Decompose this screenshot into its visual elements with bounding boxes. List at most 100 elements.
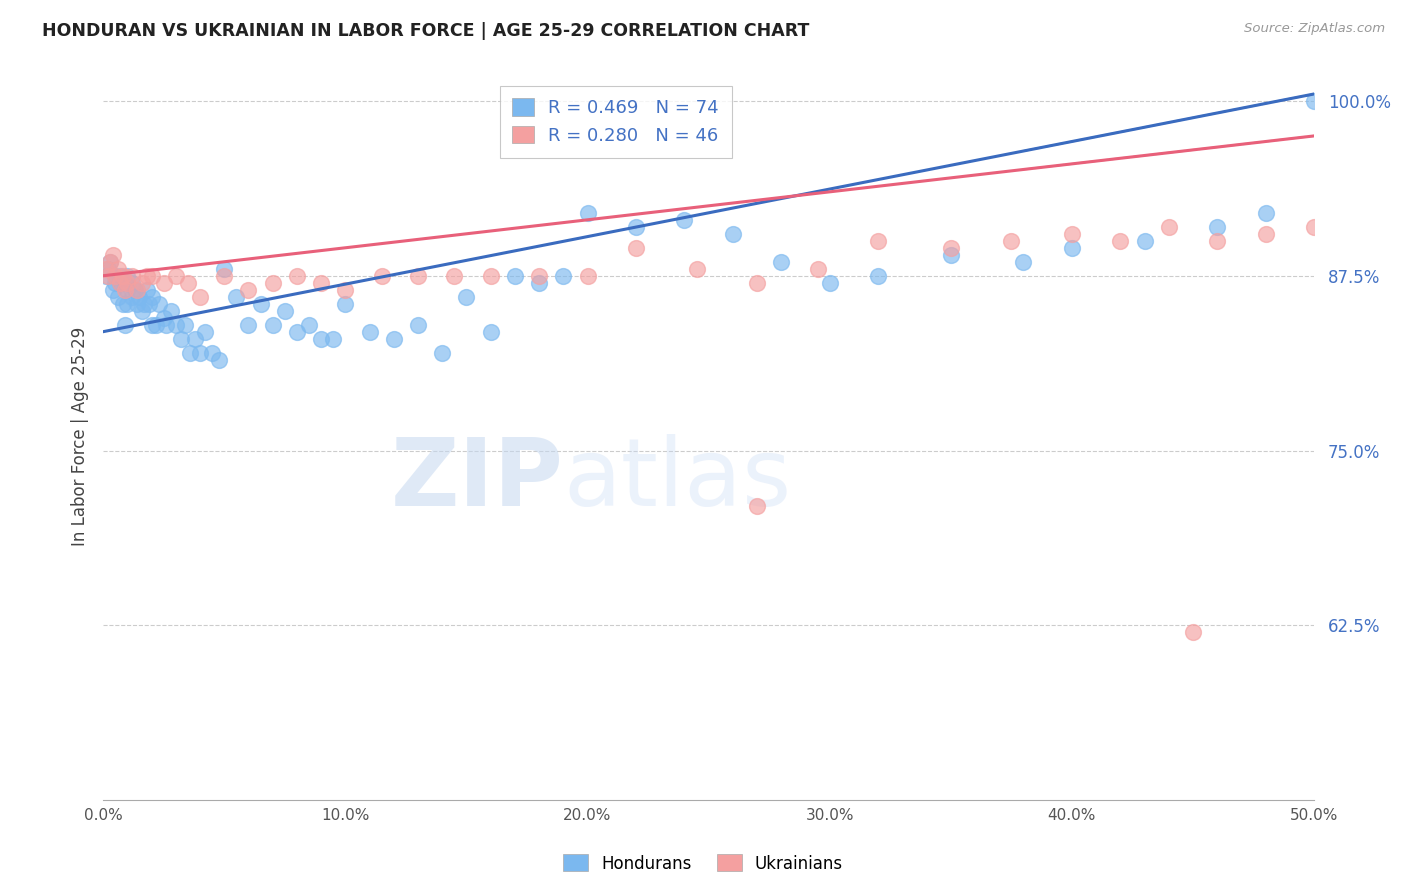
Point xyxy=(108,276,131,290)
Point xyxy=(443,268,465,283)
Point xyxy=(121,276,143,290)
Point xyxy=(212,261,235,276)
Point xyxy=(335,296,357,310)
Point xyxy=(194,325,217,339)
Point xyxy=(155,318,177,332)
Point xyxy=(174,318,197,332)
Point xyxy=(309,332,332,346)
Point xyxy=(406,318,429,332)
Point xyxy=(1109,234,1132,248)
Point xyxy=(165,318,187,332)
Point xyxy=(101,248,124,262)
Point xyxy=(576,268,599,283)
Point xyxy=(135,283,157,297)
Point xyxy=(673,212,696,227)
Point xyxy=(503,268,526,283)
Point xyxy=(111,296,134,310)
Point xyxy=(100,254,122,268)
Point xyxy=(818,276,841,290)
Point xyxy=(309,276,332,290)
Point xyxy=(125,283,148,297)
Point xyxy=(117,276,139,290)
Point xyxy=(148,296,170,310)
Point xyxy=(939,248,962,262)
Point xyxy=(1254,227,1277,241)
Point xyxy=(298,318,321,332)
Point xyxy=(152,276,174,290)
Point xyxy=(121,268,143,283)
Point xyxy=(406,268,429,283)
Point xyxy=(108,276,131,290)
Point xyxy=(117,296,139,310)
Point xyxy=(238,283,260,297)
Text: ZIP: ZIP xyxy=(391,434,564,526)
Point xyxy=(807,261,830,276)
Point xyxy=(770,254,793,268)
Point xyxy=(160,303,183,318)
Point xyxy=(141,268,163,283)
Point xyxy=(177,276,200,290)
Point xyxy=(624,219,647,234)
Point xyxy=(97,261,120,276)
Point xyxy=(165,268,187,283)
Point xyxy=(104,268,127,283)
Point xyxy=(141,290,163,304)
Point xyxy=(97,268,120,283)
Point xyxy=(456,290,478,304)
Point xyxy=(1254,206,1277,220)
Point xyxy=(111,268,134,283)
Point xyxy=(1303,219,1326,234)
Text: atlas: atlas xyxy=(564,434,792,526)
Point xyxy=(131,303,153,318)
Point xyxy=(114,276,136,290)
Point xyxy=(370,268,392,283)
Point xyxy=(114,318,136,332)
Point xyxy=(576,206,599,220)
Point xyxy=(117,268,139,283)
Point xyxy=(100,254,122,268)
Point xyxy=(1157,219,1180,234)
Point xyxy=(1303,94,1326,108)
Point xyxy=(249,296,271,310)
Point xyxy=(527,276,550,290)
Point xyxy=(145,318,167,332)
Point xyxy=(274,303,297,318)
Point xyxy=(107,261,129,276)
Point xyxy=(359,325,381,339)
Point xyxy=(262,276,284,290)
Point xyxy=(262,318,284,332)
Point xyxy=(1012,254,1035,268)
Text: HONDURAN VS UKRAINIAN IN LABOR FORCE | AGE 25-29 CORRELATION CHART: HONDURAN VS UKRAINIAN IN LABOR FORCE | A… xyxy=(42,22,810,40)
Point xyxy=(188,290,211,304)
Point xyxy=(285,268,308,283)
Point xyxy=(152,310,174,325)
Point xyxy=(135,268,157,283)
Point xyxy=(868,234,890,248)
Point xyxy=(188,345,211,359)
Legend: Hondurans, Ukrainians: Hondurans, Ukrainians xyxy=(557,847,849,880)
Point xyxy=(125,296,148,310)
Point xyxy=(685,261,707,276)
Point xyxy=(114,283,136,297)
Point xyxy=(745,500,768,514)
Point xyxy=(335,283,357,297)
Point xyxy=(225,290,247,304)
Point xyxy=(1182,625,1205,640)
Point xyxy=(624,241,647,255)
Legend: R = 0.469   N = 74, R = 0.280   N = 46: R = 0.469 N = 74, R = 0.280 N = 46 xyxy=(499,86,731,158)
Point xyxy=(169,332,191,346)
Point xyxy=(939,241,962,255)
Text: Source: ZipAtlas.com: Source: ZipAtlas.com xyxy=(1244,22,1385,36)
Point xyxy=(1060,227,1083,241)
Point xyxy=(104,276,127,290)
Point xyxy=(138,296,160,310)
Point xyxy=(1206,219,1229,234)
Point xyxy=(479,325,502,339)
Point xyxy=(322,332,344,346)
Point xyxy=(108,268,131,283)
Point xyxy=(527,268,550,283)
Point xyxy=(201,345,224,359)
Point xyxy=(128,290,150,304)
Point xyxy=(1133,234,1156,248)
Point xyxy=(745,276,768,290)
